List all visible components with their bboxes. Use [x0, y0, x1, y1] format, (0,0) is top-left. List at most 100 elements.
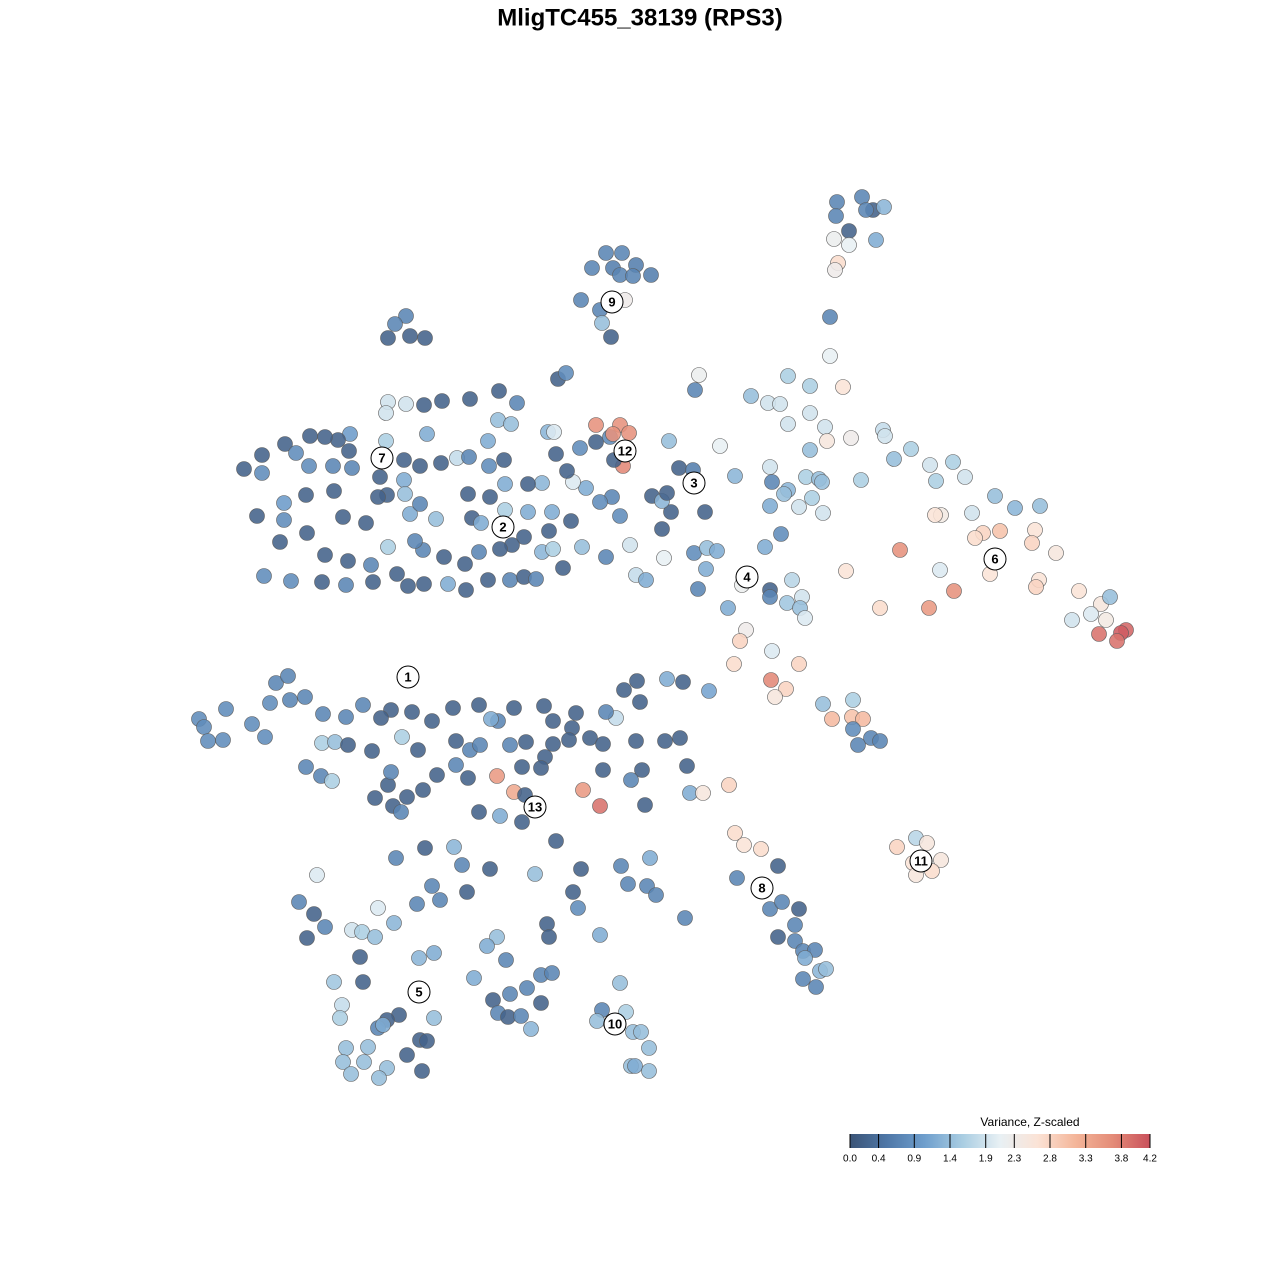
point — [1102, 589, 1118, 605]
point — [434, 393, 450, 409]
point — [558, 365, 574, 381]
point — [380, 539, 396, 555]
point — [621, 425, 637, 441]
cluster-label: 1 — [404, 669, 411, 684]
point — [627, 1058, 643, 1074]
point — [541, 523, 557, 539]
point — [595, 762, 611, 778]
point — [514, 759, 530, 775]
point — [325, 458, 341, 474]
cluster-badge — [983, 547, 1007, 571]
point — [1024, 535, 1040, 551]
point — [671, 460, 687, 476]
point — [595, 736, 611, 752]
point — [798, 469, 814, 485]
point — [440, 576, 456, 592]
cluster-label: 10 — [608, 1016, 622, 1031]
point — [675, 674, 691, 690]
point — [957, 469, 973, 485]
point — [498, 952, 514, 968]
point — [845, 692, 861, 708]
point — [340, 737, 356, 753]
point — [460, 486, 476, 502]
point — [822, 309, 838, 325]
point — [903, 441, 919, 457]
point — [589, 1013, 605, 1029]
point — [872, 600, 888, 616]
point — [946, 583, 962, 599]
point — [276, 495, 292, 511]
point — [429, 767, 445, 783]
point — [360, 1039, 376, 1055]
point — [282, 692, 298, 708]
point — [992, 523, 1008, 539]
point — [396, 452, 412, 468]
point — [324, 773, 340, 789]
point — [787, 917, 803, 933]
point — [314, 735, 330, 751]
point — [919, 835, 935, 851]
point — [764, 643, 780, 659]
point — [548, 446, 564, 462]
point — [352, 949, 368, 965]
point — [712, 438, 728, 454]
cluster-label: 8 — [758, 880, 765, 895]
point — [380, 330, 396, 346]
point — [561, 732, 577, 748]
point — [987, 488, 1003, 504]
point — [774, 894, 790, 910]
point — [773, 526, 789, 542]
point — [497, 476, 513, 492]
point — [721, 777, 737, 793]
chart-title: MligTC455_38139 (RPS3) — [497, 4, 782, 31]
point — [473, 515, 489, 531]
cluster-badge — [396, 665, 420, 689]
point — [481, 458, 497, 474]
point — [592, 494, 608, 510]
point — [886, 451, 902, 467]
point — [416, 397, 432, 413]
point — [818, 961, 834, 977]
point — [933, 852, 949, 868]
point — [541, 929, 557, 945]
point — [244, 716, 260, 732]
point — [614, 245, 630, 261]
point — [516, 529, 532, 545]
point — [677, 910, 693, 926]
point — [927, 507, 943, 523]
point — [613, 858, 629, 874]
colorbar-tick-label: 1.9 — [979, 1154, 993, 1165]
point — [1083, 606, 1099, 622]
point — [380, 777, 396, 793]
point — [573, 861, 589, 877]
colorbar-tick-label: 4.2 — [1143, 1154, 1157, 1165]
point — [414, 1063, 430, 1079]
point — [736, 837, 752, 853]
point — [598, 549, 614, 565]
point — [762, 901, 778, 917]
point — [520, 476, 536, 492]
point — [592, 927, 608, 943]
point — [383, 764, 399, 780]
point — [428, 511, 444, 527]
point — [574, 539, 590, 555]
point — [850, 737, 866, 753]
point — [394, 729, 410, 745]
point — [256, 568, 272, 584]
point — [393, 804, 409, 820]
point — [648, 887, 664, 903]
point — [335, 509, 351, 525]
point — [344, 460, 360, 476]
point — [843, 430, 859, 446]
point — [623, 772, 639, 788]
cluster-badge — [600, 290, 624, 314]
point — [338, 1040, 354, 1056]
point — [637, 797, 653, 813]
point — [396, 472, 412, 488]
point — [819, 433, 835, 449]
point — [298, 759, 314, 775]
point — [334, 997, 350, 1013]
point — [454, 857, 470, 873]
point — [1048, 545, 1064, 561]
point — [932, 562, 948, 578]
